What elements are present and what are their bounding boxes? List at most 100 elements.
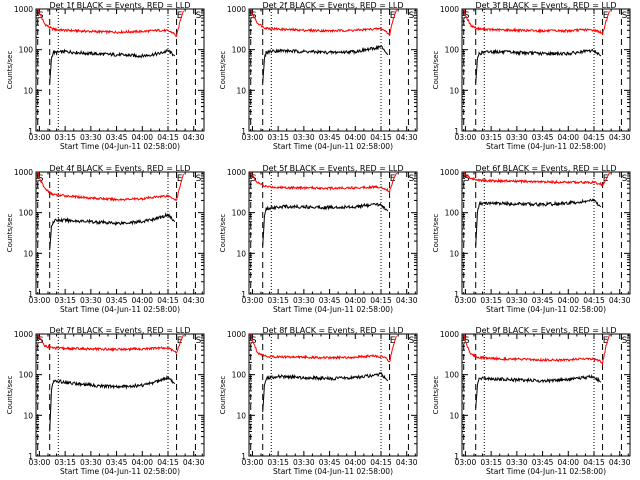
marker-label: E bbox=[603, 336, 609, 346]
events-series-line bbox=[49, 212, 176, 251]
x-tick-label: 03:45 bbox=[319, 296, 341, 305]
chart-title: Det 3f BLACK = Events, RED = LLD bbox=[475, 1, 616, 10]
x-tick-label: 03:30 bbox=[506, 458, 528, 467]
x-tick-label: 03:00 bbox=[242, 296, 264, 305]
marker-label: E bbox=[603, 11, 609, 21]
marker-label: E bbox=[177, 11, 183, 21]
events-series-line bbox=[262, 202, 389, 247]
events-series-line bbox=[475, 374, 602, 409]
plot-frame bbox=[461, 8, 631, 132]
x-tick-label: 04:00 bbox=[131, 133, 153, 142]
y-tick-label: 100 bbox=[232, 209, 247, 218]
lld-series-line bbox=[37, 171, 184, 202]
y-tick-label: 10 bbox=[449, 249, 459, 258]
y-axis-label: Counts/sec bbox=[6, 214, 14, 253]
y-tick-label: 1000 bbox=[227, 168, 246, 177]
y-tick-label: 1 bbox=[454, 290, 459, 299]
x-tick-label: 04:15 bbox=[370, 133, 392, 142]
x-tick-label: 03:45 bbox=[319, 133, 341, 142]
y-tick-label: 1 bbox=[28, 127, 33, 136]
plot-frame bbox=[35, 171, 205, 295]
lld-series-line bbox=[250, 8, 397, 37]
marker-label: S bbox=[409, 174, 415, 184]
x-axis-label: Start Time (04-Jun-11 02:58:00) bbox=[486, 467, 606, 476]
y-tick-label: 10 bbox=[449, 86, 459, 95]
marker-label: E bbox=[177, 336, 183, 346]
chart-title: Det 8f BLACK = Events, RED = LLD bbox=[262, 326, 403, 335]
y-axis-label: Counts/sec bbox=[219, 376, 227, 415]
x-tick-label: 04:00 bbox=[557, 133, 579, 142]
y-tick-label: 100 bbox=[232, 46, 247, 55]
x-tick-label: 04:00 bbox=[131, 296, 153, 305]
events-series-line bbox=[49, 374, 176, 432]
x-tick-label: 04:30 bbox=[396, 133, 418, 142]
events-series-line bbox=[475, 48, 602, 84]
plot-frame bbox=[461, 333, 631, 457]
chart-title: Det 6f BLACK = Events, RED = LLD bbox=[475, 164, 616, 173]
y-tick-label: 100 bbox=[19, 371, 34, 380]
x-tick-label: 03:30 bbox=[80, 133, 102, 142]
marker-label: S bbox=[196, 174, 202, 184]
y-tick-label: 10 bbox=[449, 411, 459, 420]
x-axis-label: Start Time (04-Jun-11 02:58:00) bbox=[273, 142, 393, 151]
x-tick-label: 04:30 bbox=[609, 458, 631, 467]
x-tick-label: 04:00 bbox=[557, 458, 579, 467]
y-axis-label: Counts/sec bbox=[219, 51, 227, 90]
x-tick-label: 04:15 bbox=[370, 458, 392, 467]
y-tick-label: 1 bbox=[454, 127, 459, 136]
y-tick-label: 1000 bbox=[440, 5, 459, 14]
chart-panel-7: Det 7f BLACK = Events, RED = LLD Start Ti… bbox=[6, 326, 205, 476]
x-tick-label: 03:30 bbox=[293, 133, 315, 142]
x-tick-label: 03:00 bbox=[455, 133, 477, 142]
marker-label: S bbox=[38, 336, 44, 346]
marker-label: E bbox=[603, 174, 609, 184]
chart-title: Det 2f BLACK = Events, RED = LLD bbox=[262, 1, 403, 10]
x-tick-label: 03:00 bbox=[29, 296, 51, 305]
x-tick-label: 03:45 bbox=[532, 133, 554, 142]
y-tick-label: 10 bbox=[236, 86, 246, 95]
x-tick-label: 03:45 bbox=[319, 458, 341, 467]
marker-label: S bbox=[464, 11, 470, 21]
y-tick-label: 100 bbox=[232, 371, 247, 380]
plot-frame bbox=[248, 171, 418, 295]
x-axis-label: Start Time (04-Jun-11 02:58:00) bbox=[486, 142, 606, 151]
y-tick-label: 100 bbox=[445, 209, 460, 218]
plot-frame bbox=[35, 333, 205, 457]
events-series-line bbox=[49, 48, 176, 84]
x-tick-label: 04:15 bbox=[583, 133, 605, 142]
marker-label: S bbox=[464, 336, 470, 346]
x-tick-label: 03:45 bbox=[106, 458, 128, 467]
y-axis-label: Counts/sec bbox=[6, 51, 14, 90]
x-tick-label: 04:00 bbox=[344, 296, 366, 305]
y-tick-label: 1000 bbox=[14, 5, 33, 14]
y-tick-label: 1 bbox=[28, 452, 33, 461]
y-tick-label: 100 bbox=[19, 46, 34, 55]
marker-label: S bbox=[622, 174, 628, 184]
x-tick-label: 03:15 bbox=[480, 458, 502, 467]
y-tick-label: 10 bbox=[236, 249, 246, 258]
marker-label: E bbox=[390, 11, 396, 21]
y-tick-label: 100 bbox=[445, 46, 460, 55]
x-tick-label: 03:30 bbox=[293, 296, 315, 305]
x-tick-label: 03:30 bbox=[80, 458, 102, 467]
y-tick-label: 100 bbox=[19, 209, 34, 218]
plot-frame bbox=[248, 8, 418, 132]
y-tick-label: 1000 bbox=[14, 168, 33, 177]
lld-series-line bbox=[463, 171, 610, 187]
x-tick-label: 03:30 bbox=[506, 296, 528, 305]
lld-series-line bbox=[37, 8, 184, 37]
x-tick-label: 03:00 bbox=[242, 458, 264, 467]
chart-panel-1: Det 1f BLACK = Events, RED = LLD Start Ti… bbox=[6, 1, 205, 151]
y-tick-label: 10 bbox=[23, 86, 33, 95]
marker-label: S bbox=[251, 336, 257, 346]
marker-label: S bbox=[622, 11, 628, 21]
y-tick-label: 1 bbox=[454, 452, 459, 461]
x-tick-label: 04:30 bbox=[183, 296, 205, 305]
x-tick-label: 04:30 bbox=[183, 133, 205, 142]
plot-frame bbox=[248, 333, 418, 457]
x-tick-label: 03:00 bbox=[29, 133, 51, 142]
chart-panel-9: Det 9f BLACK = Events, RED = LLD Start Ti… bbox=[432, 326, 631, 476]
lld-series-line bbox=[463, 333, 610, 366]
x-tick-label: 04:15 bbox=[370, 296, 392, 305]
